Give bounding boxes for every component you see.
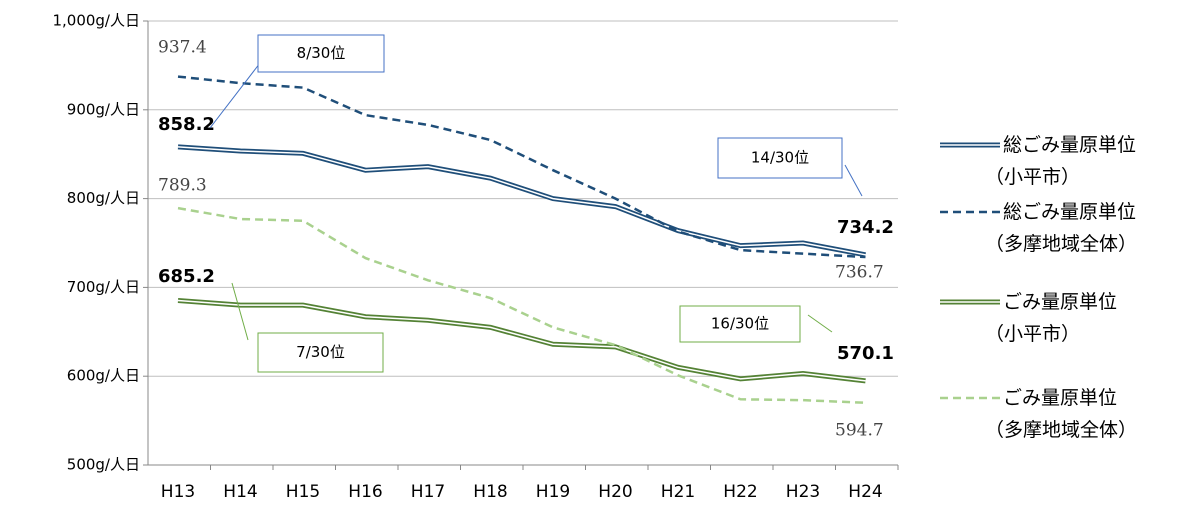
data-label: 594.7 [835,421,884,441]
annotation: 14/30位 [751,149,809,167]
annotation-box [717,137,843,179]
line-inner [177,146,866,256]
annotation-box [257,34,385,73]
leader-line [844,164,863,197]
line [177,75,866,259]
legend-label: ごみ量原単位（小平市） [985,291,1117,345]
annotation: 7/30位 [296,343,345,361]
x-tick-label: H16 [348,482,382,502]
data-label: 685.2 [158,266,215,287]
legend-label: 総ごみ量原単位（小平市） [985,134,1136,188]
y-tick-label: 700g/人日 [67,278,140,296]
y-tick-label: 900g/人日 [67,100,140,118]
line [177,206,866,404]
y-tick-label: 500g/人日 [67,456,140,474]
x-tick-label: H21 [661,482,695,502]
y-tick-label: 1,000g/人日 [52,12,140,30]
leader-line [807,314,833,333]
y-tick-label: 800g/人日 [67,189,140,207]
x-tick-label: H22 [723,482,757,502]
leader-line [231,282,249,341]
annotation: 8/30位 [297,44,346,62]
data-label: 858.2 [158,114,215,135]
x-tick-label: H23 [786,482,820,502]
x-tick-label: H18 [473,482,507,502]
x-tick-label: H15 [286,482,320,502]
annotation-box [257,332,384,373]
data-label: 736.7 [835,263,884,283]
data-label: 734.2 [837,217,894,238]
data-label: 937.4 [158,38,207,58]
annotation-box [679,305,801,343]
x-tick-label: H14 [223,482,257,502]
legend-label: ごみ量原単位（多摩地域全体） [985,387,1137,441]
annotation: 16/30位 [711,315,769,333]
x-tick-label: H13 [161,482,195,502]
legend-label: 総ごみ量原単位（多摩地域全体） [985,201,1137,255]
x-tick-label: H19 [536,482,570,502]
x-tick-label: H17 [411,482,445,502]
x-tick-label: H20 [598,482,632,502]
data-label: 789.3 [158,176,207,196]
line-inner [177,299,866,382]
y-tick-label: 600g/人日 [67,367,140,385]
data-label: 570.1 [837,343,894,364]
x-tick-label: H24 [848,482,882,502]
